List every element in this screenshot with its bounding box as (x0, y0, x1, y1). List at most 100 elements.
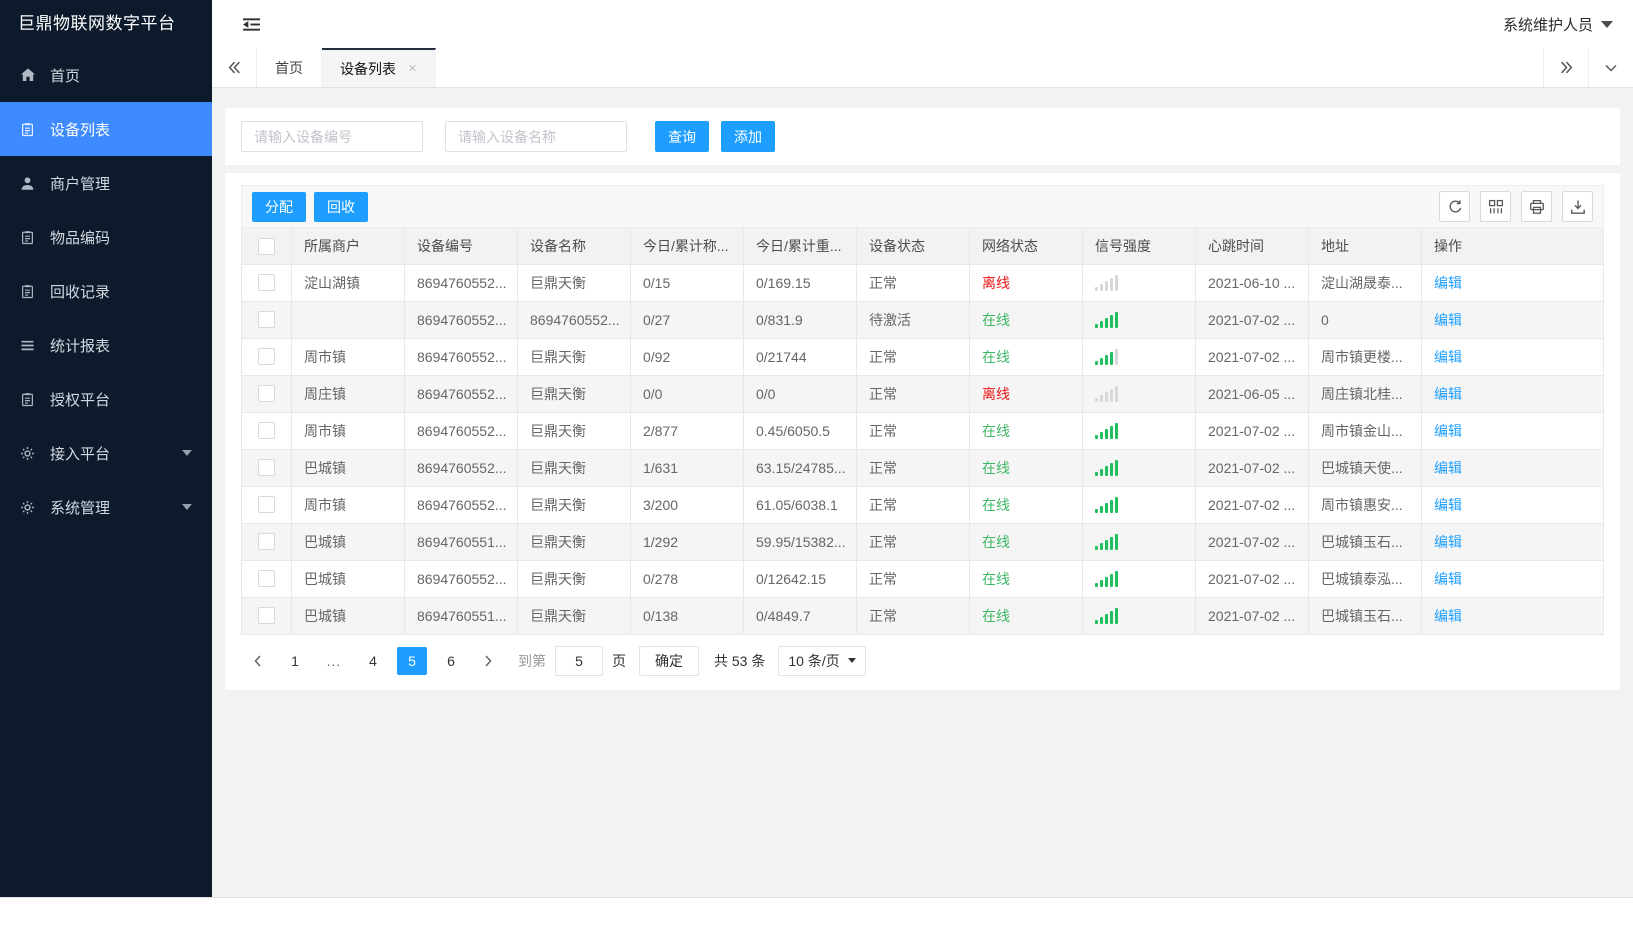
edit-link[interactable]: 编辑 (1434, 385, 1462, 402)
row-checkbox[interactable] (258, 348, 275, 366)
device-name-input[interactable] (445, 121, 627, 152)
cell-signal-strength (1082, 301, 1196, 339)
table-row: 巴城镇 8694760552... 巨鼎天衡 0/278 0/12642.15 正常 在线 2… (241, 560, 1604, 598)
table-row: 淀山湖镇 8694760552... 巨鼎天衡 0/15 0/169.15 正常 离线 202… (241, 264, 1604, 302)
sidebar-item-3[interactable]: 物品编码 (0, 210, 212, 264)
next-page-icon[interactable] (475, 647, 501, 675)
page-number-1[interactable]: 1 (291, 652, 299, 669)
cell-device-no: 8694760552... (404, 486, 518, 524)
cell-signal-strength (1082, 375, 1196, 413)
row-checkbox[interactable] (258, 274, 275, 292)
clipboard-icon (20, 121, 38, 137)
page-ellipsis: ... (326, 652, 342, 669)
topbar: 系统维护人员 (212, 0, 1633, 48)
row-checkbox[interactable] (258, 607, 275, 625)
search-panel: 查询 添加 (225, 108, 1620, 165)
bottom-strip (0, 897, 1633, 937)
cell-today-weight: 61.05/6038.1 (743, 486, 857, 524)
row-checkbox[interactable] (258, 311, 275, 329)
cell-today-weight: 0.45/6050.5 (743, 412, 857, 450)
app-root: 巨鼎物联网数字平台 首页 设备列表 商户管理 物品编码 回收记录 统计报表 授权平台 接入平台… (0, 0, 1633, 897)
page-size-select[interactable]: 10 条/页 (778, 645, 866, 676)
cell-network-status: 在线 (969, 597, 1083, 635)
row-checkbox[interactable] (258, 570, 275, 588)
page-number-6[interactable]: 6 (447, 652, 455, 669)
cell-network-status: 在线 (969, 301, 1083, 339)
refresh-icon[interactable] (1439, 191, 1470, 222)
sidebar-collapse-icon[interactable] (242, 16, 261, 33)
sidebar-item-label: 物品编码 (50, 229, 111, 247)
sidebar-item-5[interactable]: 统计报表 (0, 318, 212, 372)
sidebar-nav: 首页 设备列表 商户管理物品编码回收记录统计报表 授权平台 接入平台系统管理 (0, 48, 212, 534)
assign-button[interactable]: 分配 (252, 191, 306, 222)
sidebar-item-8[interactable]: 系统管理 (0, 480, 212, 534)
edit-link[interactable]: 编辑 (1434, 348, 1462, 365)
cell-signal-strength (1082, 560, 1196, 598)
columns-icon[interactable] (1480, 191, 1511, 222)
sidebar-item-1[interactable]: 设备列表 (0, 102, 212, 156)
cell-device-no: 8694760552... (404, 560, 518, 598)
cell-merchant: 巴城镇 (291, 597, 405, 635)
cell-network-status: 在线 (969, 412, 1083, 450)
tabs-scroll-right-icon[interactable] (1543, 48, 1588, 87)
add-button[interactable]: 添加 (721, 121, 775, 152)
sidebar-item-label: 系统管理 (50, 499, 111, 517)
column-header: 信号强度 (1082, 228, 1196, 265)
edit-link[interactable]: 编辑 (1434, 607, 1462, 624)
cell-device-status: 正常 (856, 264, 970, 302)
cell-merchant: 周市镇 (291, 412, 405, 450)
row-checkbox[interactable] (258, 496, 275, 514)
sidebar-item-6[interactable]: 授权平台 (0, 372, 212, 426)
row-checkbox[interactable] (258, 533, 275, 551)
cell-device-no: 8694760552... (404, 412, 518, 450)
edit-link[interactable]: 编辑 (1434, 459, 1462, 476)
table-row: 周市镇 8694760552... 巨鼎天衡 3/200 61.05/6038.1 正常在… (241, 486, 1604, 524)
edit-link[interactable]: 编辑 (1434, 274, 1462, 291)
sidebar-item-4[interactable]: 回收记录 (0, 264, 212, 318)
sidebar: 巨鼎物联网数字平台 首页 设备列表 商户管理 物品编码 回收记录 统计报表 授权平台 接入平台… (0, 0, 212, 897)
recycle-button[interactable]: 回收 (314, 191, 368, 222)
page-number-5[interactable]: 5 (397, 646, 427, 675)
tabs-menu-icon[interactable] (1588, 48, 1633, 87)
sidebar-item-2[interactable]: 商户管理 (0, 156, 212, 210)
table-header-row: 所属商户 设备编号 设备名称 今日/累计称... 今日/累计重... 设备状态 网络状态 信号… (241, 228, 1604, 265)
edit-link[interactable]: 编辑 (1434, 311, 1462, 328)
close-icon[interactable]: × (408, 60, 417, 77)
row-checkbox[interactable] (258, 422, 275, 440)
confirm-button[interactable]: 确定 (639, 645, 699, 676)
page-number-4[interactable]: 4 (369, 652, 377, 669)
cell-heartbeat: 2021-07-02 ... (1195, 523, 1309, 561)
select-all-checkbox[interactable] (258, 237, 275, 255)
tab-device-list[interactable]: 设备列表 × (322, 48, 436, 87)
edit-link[interactable]: 编辑 (1434, 570, 1462, 587)
tab-home[interactable]: 首页 (257, 48, 322, 87)
cell-network-status: 在线 (969, 486, 1083, 524)
table-tool-icons (1439, 191, 1593, 222)
jump-page-input[interactable] (555, 645, 603, 676)
row-checkbox[interactable] (258, 459, 275, 477)
sidebar-item-label: 回收记录 (50, 283, 111, 301)
table-row: 周市镇 8694760552... 巨鼎天衡 0/92 0/21744 正常 在线 2021-… (241, 338, 1604, 376)
cell-address: 巴城镇玉石... (1308, 597, 1422, 635)
cell-operations: 编辑 (1421, 597, 1604, 635)
cell-address: 周市镇惠安... (1308, 486, 1422, 524)
row-checkbox[interactable] (258, 385, 275, 403)
sidebar-item-7[interactable]: 接入平台 (0, 426, 212, 480)
cell-device-status: 正常 (856, 449, 970, 487)
cell-today-count: 0/138 (630, 597, 744, 635)
export-icon[interactable] (1562, 191, 1593, 222)
column-header: 心跳时间 (1195, 228, 1309, 265)
prev-page-icon[interactable] (245, 647, 271, 675)
print-icon[interactable] (1521, 191, 1552, 222)
edit-link[interactable]: 编辑 (1434, 496, 1462, 513)
cell-heartbeat: 2021-06-05 ... (1195, 375, 1309, 413)
cell-device-no: 8694760552... (404, 449, 518, 487)
sidebar-item-0[interactable]: 首页 (0, 48, 212, 102)
tabs-scroll-left-icon[interactable] (212, 48, 257, 87)
edit-link[interactable]: 编辑 (1434, 533, 1462, 550)
edit-link[interactable]: 编辑 (1434, 422, 1462, 439)
query-button[interactable]: 查询 (655, 121, 709, 152)
device-no-input[interactable] (241, 121, 423, 152)
cell-device-status: 正常 (856, 412, 970, 450)
user-menu[interactable]: 系统维护人员 (1503, 14, 1613, 35)
